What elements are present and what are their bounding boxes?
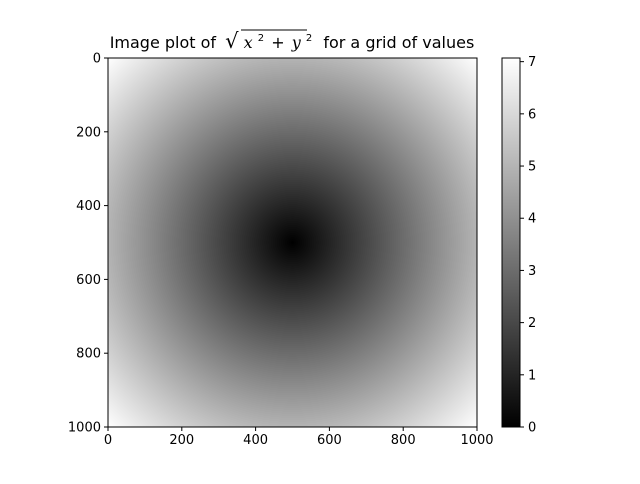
- y-tick-label: 600: [76, 273, 101, 288]
- chart-title-suffix: for a grid of values: [323, 33, 474, 52]
- colorbar-tick-label: 2: [528, 316, 536, 331]
- chart-title-expr-y: y: [291, 33, 302, 52]
- plot-frame: [107, 57, 478, 428]
- heatmap-container: [108, 58, 477, 427]
- x-tick-label: 600: [317, 433, 342, 448]
- colorbar-gradient: [502, 58, 520, 427]
- chart-title-expr-plus: +: [271, 33, 284, 52]
- colorbar-tick-label: 3: [528, 264, 536, 279]
- y-tick-label: 400: [76, 199, 101, 214]
- chart-title-radical: √: [225, 29, 239, 53]
- colorbar-tick-label: 0: [528, 421, 536, 436]
- colorbar-tick-label: 1: [528, 368, 536, 383]
- colorbar-ticks: 0 1 2 3 4 5 6 7: [520, 55, 536, 436]
- chart-title-expr-exp-y: 2: [306, 33, 312, 44]
- x-tick-label: 0: [104, 433, 112, 448]
- colorbar-tick-label: 4: [528, 212, 536, 227]
- x-tick-label: 800: [391, 433, 416, 448]
- chart-title-expr-exp-x: 2: [258, 33, 264, 44]
- chart-title-prefix: Image plot of: [110, 33, 217, 52]
- colorbar-frame: [501, 57, 521, 428]
- x-axis: 0 200 400 600 800 1000: [104, 427, 494, 448]
- x-tick-label: 400: [243, 433, 268, 448]
- x-tick-label: 1000: [460, 433, 493, 448]
- y-tick-label: 1000: [68, 421, 101, 436]
- colorbar-tick-label: 7: [528, 55, 536, 70]
- colorbar: 0 1 2 3 4 5 6 7: [501, 55, 536, 436]
- x-tick-label: 200: [169, 433, 194, 448]
- image-plot: [107, 57, 478, 428]
- colorbar-tick-label: 5: [528, 160, 536, 175]
- y-tick-label: 0: [93, 52, 101, 67]
- y-tick-label: 200: [76, 125, 101, 140]
- colorbar-tick-label: 6: [528, 107, 536, 122]
- y-tick-label: 800: [76, 347, 101, 362]
- chart-title: Image plot of √ x 2 + y 2 for a grid of …: [110, 26, 475, 53]
- y-axis: 0 200 400 600 800 1000: [68, 52, 108, 436]
- chart-title-expr-x: x: [244, 33, 253, 52]
- heatmap-image: [108, 58, 477, 427]
